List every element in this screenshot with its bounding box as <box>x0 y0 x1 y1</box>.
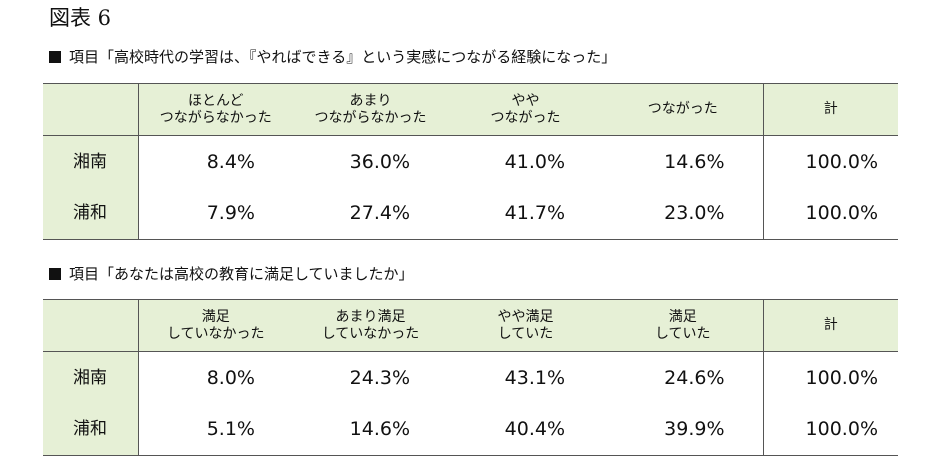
value-cell: 27.4% <box>293 187 448 240</box>
column-header-line: あまり <box>349 92 392 109</box>
value-cell: 36.0% <box>349 150 410 173</box>
column-header-line: 満足 <box>668 308 697 325</box>
table-row: 浦和 7.9% 27.4% 41.7% 23.0% 100.0% <box>43 187 898 240</box>
value-cell: 41.7% <box>448 187 603 240</box>
column-header: やや満足 していた <box>448 299 603 352</box>
column-header: 満足 していなかった <box>138 299 293 352</box>
survey-table: 満足 していなかった あまり満足 していなかった やや満足 していた 満足 して… <box>43 299 898 456</box>
table-header-row: ほとんど つながらなかった あまり つながらなかった やや つながった つながっ… <box>43 83 898 136</box>
column-header: あまり つながらなかった <box>293 83 448 136</box>
value-cell: 24.6% <box>664 366 725 389</box>
column-header: 満足 していた <box>603 299 763 352</box>
value-cell: 8.4% <box>206 150 255 173</box>
column-header-line: つながらなかった <box>314 109 427 126</box>
survey-table: ほとんど つながらなかった あまり つながらなかった やや つながった つながっ… <box>43 83 898 240</box>
value-cell: 39.9% <box>603 403 763 456</box>
row-label: 浦和 <box>43 403 139 456</box>
column-header-line: していなかった <box>321 325 420 342</box>
total-column-header: 計 <box>762 83 898 136</box>
value-cell: 23.0% <box>603 187 763 240</box>
column-header: ほとんど つながらなかった <box>138 83 293 136</box>
table-row: 湘南 8.0% 24.3% 43.1% 24.6% 100.0% <box>43 351 898 404</box>
column-header: つながった <box>603 83 763 136</box>
column-header-line: ほとんど <box>187 92 244 109</box>
column-header-line: やや満足 <box>497 308 554 325</box>
column-header-line: あまり満足 <box>335 308 406 325</box>
column-header: やや つながった <box>448 83 603 136</box>
value-cell: 40.4% <box>448 403 603 456</box>
value-cell: 14.6% <box>664 150 725 173</box>
column-header-line: していた <box>497 325 554 342</box>
section-heading-text: 項目「あなたは高校の教育に満足していましたか」 <box>69 265 414 283</box>
total-cell: 100.0% <box>762 135 898 188</box>
value-cell: 43.1% <box>504 366 565 389</box>
value-cell: 24.3% <box>349 366 410 389</box>
value-cell: 41.0% <box>504 150 565 173</box>
black-square-icon <box>49 51 61 63</box>
black-square-icon <box>49 268 61 280</box>
row-label-header <box>43 83 139 136</box>
column-header-line: つながった <box>647 101 718 117</box>
total-cell: 100.0% <box>762 403 898 456</box>
value-cell: 7.9% <box>138 187 293 240</box>
column-header-line: していた <box>654 325 711 342</box>
total-column-header: 計 <box>762 299 898 352</box>
column-header-line: 満足 <box>201 308 230 325</box>
row-label-header <box>43 299 139 352</box>
section-heading: 項目「高校時代の学習は、『やればできる』という実感につながる経験になった」 <box>49 47 616 67</box>
table-row: 浦和 5.1% 14.6% 40.4% 39.9% 100.0% <box>43 403 898 456</box>
section-heading: 項目「あなたは高校の教育に満足していましたか」 <box>49 264 414 284</box>
value-cell: 8.0% <box>206 366 255 389</box>
row-label: 湘南 <box>43 135 139 188</box>
column-header-line: つながらなかった <box>159 109 272 126</box>
row-label: 湘南 <box>43 351 139 404</box>
column-header-line: やや <box>511 92 540 109</box>
table-row: 湘南 8.4% 36.0% 41.0% 14.6% 100.0% <box>43 135 898 188</box>
section-heading-text: 項目「高校時代の学習は、『やればできる』という実感につながる経験になった」 <box>69 48 617 66</box>
value-cell: 5.1% <box>138 403 293 456</box>
column-header: あまり満足 していなかった <box>293 299 448 352</box>
column-header-line: つながった <box>490 109 561 126</box>
column-header-line: していなかった <box>166 325 265 342</box>
value-cell: 14.6% <box>293 403 448 456</box>
figure-title: 図表 6 <box>49 6 112 30</box>
table-header-row: 満足 していなかった あまり満足 していなかった やや満足 していた 満足 して… <box>43 299 898 352</box>
row-label: 浦和 <box>43 187 139 240</box>
total-cell: 100.0% <box>762 351 898 404</box>
total-cell: 100.0% <box>762 187 898 240</box>
